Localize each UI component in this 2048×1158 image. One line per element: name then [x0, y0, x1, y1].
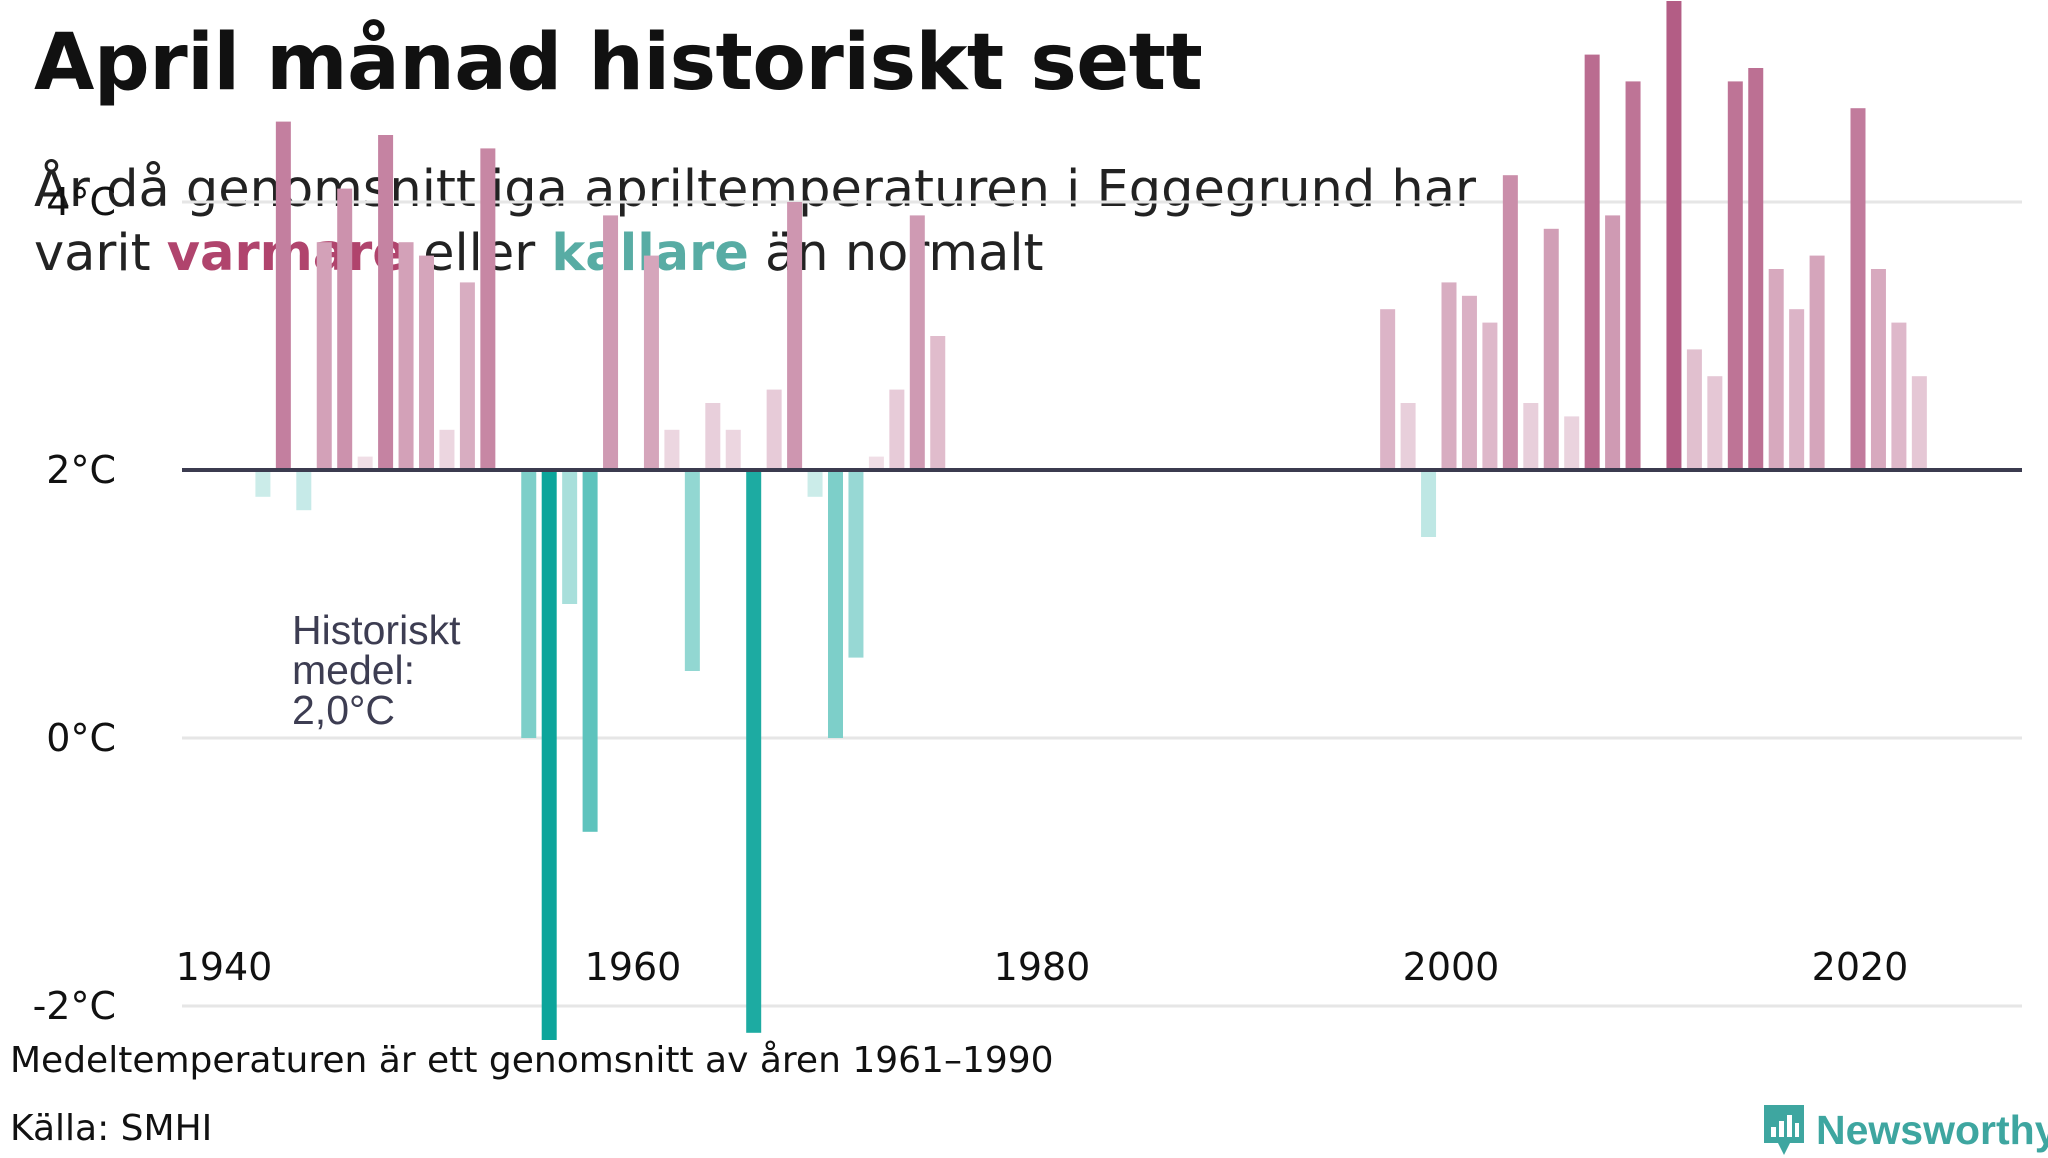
bar-2020: [1850, 108, 1866, 470]
bar-1950: [419, 255, 434, 470]
brand-name: Newsworthy: [1816, 1106, 2048, 1153]
y-tick-label: -2°C: [33, 984, 116, 1028]
bar-2015: [1748, 68, 1764, 470]
x-tick-label: 1980: [994, 945, 1091, 989]
bar-2003: [1502, 175, 1518, 470]
bar-2001: [1461, 295, 1477, 470]
y-tick-label: 2°C: [46, 448, 116, 492]
brand-logo: Newsworthy: [1762, 1102, 2048, 1158]
bar-1948: [378, 135, 394, 470]
footnote: Medeltemperaturen är ett genomsnitt av å…: [10, 1040, 1054, 1081]
bar-1964: [705, 403, 721, 470]
bar-1999: [1421, 470, 1437, 537]
bar-1961: [643, 255, 659, 470]
bar-1958: [582, 470, 598, 832]
baseline-annotation: Historiskt medel: 2,0°C: [292, 607, 472, 733]
bar-2016: [1768, 269, 1784, 470]
bar-2005: [1543, 228, 1559, 470]
bar-1952: [459, 282, 475, 470]
annotation-line-3: 2,0°C: [292, 687, 395, 733]
bar-1973: [889, 389, 905, 470]
bars: [255, 1, 1927, 1040]
chart-title: April månad historiskt sett: [34, 18, 1203, 108]
bar-1949: [398, 242, 414, 470]
bar-1962: [664, 429, 680, 470]
bar-1953: [480, 148, 496, 470]
y-tick-label: 0°C: [46, 716, 116, 760]
y-axis-ticks: 6°C4°C2°C0°C-2°C: [33, 180, 116, 1028]
x-axis-ticks: 1940 1960 1980 2000 2020: [176, 945, 1909, 989]
bar-1965: [725, 429, 741, 470]
bar-2014: [1727, 81, 1743, 471]
bar-2000: [1441, 282, 1457, 470]
bar-1959: [603, 215, 619, 470]
bar-1943: [275, 121, 291, 470]
bar-1957: [562, 470, 578, 604]
bar-1951: [439, 429, 455, 470]
annotation-line-1: Historiskt: [292, 607, 461, 653]
bar-2012: [1686, 349, 1702, 470]
x-tick-label: 2000: [1403, 945, 1500, 989]
subtitle-prefix: varit: [34, 224, 167, 283]
bar-1975: [930, 336, 946, 470]
bar-1966: [746, 470, 762, 1033]
subtitle-middle: eller: [406, 224, 552, 283]
bar-2018: [1809, 255, 1825, 470]
x-tick-label: 1960: [585, 945, 682, 989]
source-note: Källa: SMHI: [10, 1108, 213, 1149]
bar-1942: [255, 470, 271, 497]
bar-2004: [1523, 403, 1539, 470]
grid-lines: [182, 200, 2022, 1008]
x-tick-label: 1940: [176, 945, 273, 989]
bar-2023: [1911, 376, 1927, 470]
bar-1944: [296, 470, 312, 511]
bar-1946: [337, 188, 353, 470]
bar-2007: [1584, 54, 1600, 470]
bar-1970: [828, 470, 843, 738]
bar-1947: [357, 456, 373, 470]
bar-1955: [521, 470, 537, 738]
bar-1968: [787, 202, 803, 470]
bar-1974: [909, 215, 925, 470]
bar-1997: [1380, 309, 1396, 470]
bar-2021: [1870, 269, 1886, 470]
bar-2009: [1625, 81, 1641, 471]
bar-2006: [1564, 416, 1580, 470]
bar-1971: [848, 470, 864, 658]
bar-1969: [807, 470, 823, 497]
bar-1963: [684, 470, 700, 671]
bar-2008: [1605, 215, 1621, 470]
bar-2002: [1482, 322, 1498, 470]
bar-1998: [1400, 403, 1416, 470]
subtitle-line-1: År då genomsnittliga apriltemperaturen i…: [34, 160, 1476, 219]
bar-1956: [541, 470, 557, 1040]
subtitle-suffix: än normalt: [748, 224, 1044, 283]
bar-2013: [1707, 376, 1723, 470]
bar-1967: [766, 389, 782, 470]
bar-2022: [1891, 322, 1907, 470]
bar-1945: [316, 242, 332, 470]
newsworthy-logo-icon: [1764, 1105, 1804, 1155]
bar-2011: [1666, 1, 1682, 470]
x-tick-label: 2020: [1812, 945, 1909, 989]
bar-1972: [868, 456, 884, 470]
y-tick-label: 4°C: [46, 180, 116, 224]
annotation-line-2: medel:: [292, 647, 415, 693]
bar-2017: [1789, 309, 1805, 470]
